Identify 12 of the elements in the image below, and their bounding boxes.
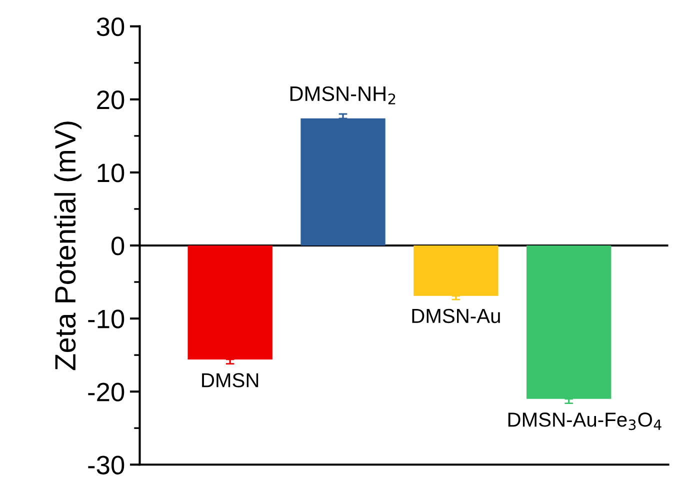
x-tick-label: DMSN — [202, 373, 258, 388]
y-axis-title: Zeta Potential (mV) — [54, 122, 82, 370]
x-tick-label: DMSN-Au — [412, 308, 500, 324]
y-tick-label: -30 — [88, 456, 124, 474]
y-tick-label: 0 — [112, 236, 124, 256]
y-tick-label: 20 — [97, 90, 124, 110]
x-tick-label: DMSN-Au-Fe$_{3}$O$_{4}$ — [508, 412, 662, 430]
y-tick-label: 10 — [98, 164, 124, 182]
y-tick-label: 30 — [96, 17, 124, 36]
y-tick-label: -20 — [88, 382, 124, 402]
x-tick-label: DMSN-NH$_{2}$ — [290, 86, 396, 104]
y-tick-label: -10 — [88, 310, 124, 328]
